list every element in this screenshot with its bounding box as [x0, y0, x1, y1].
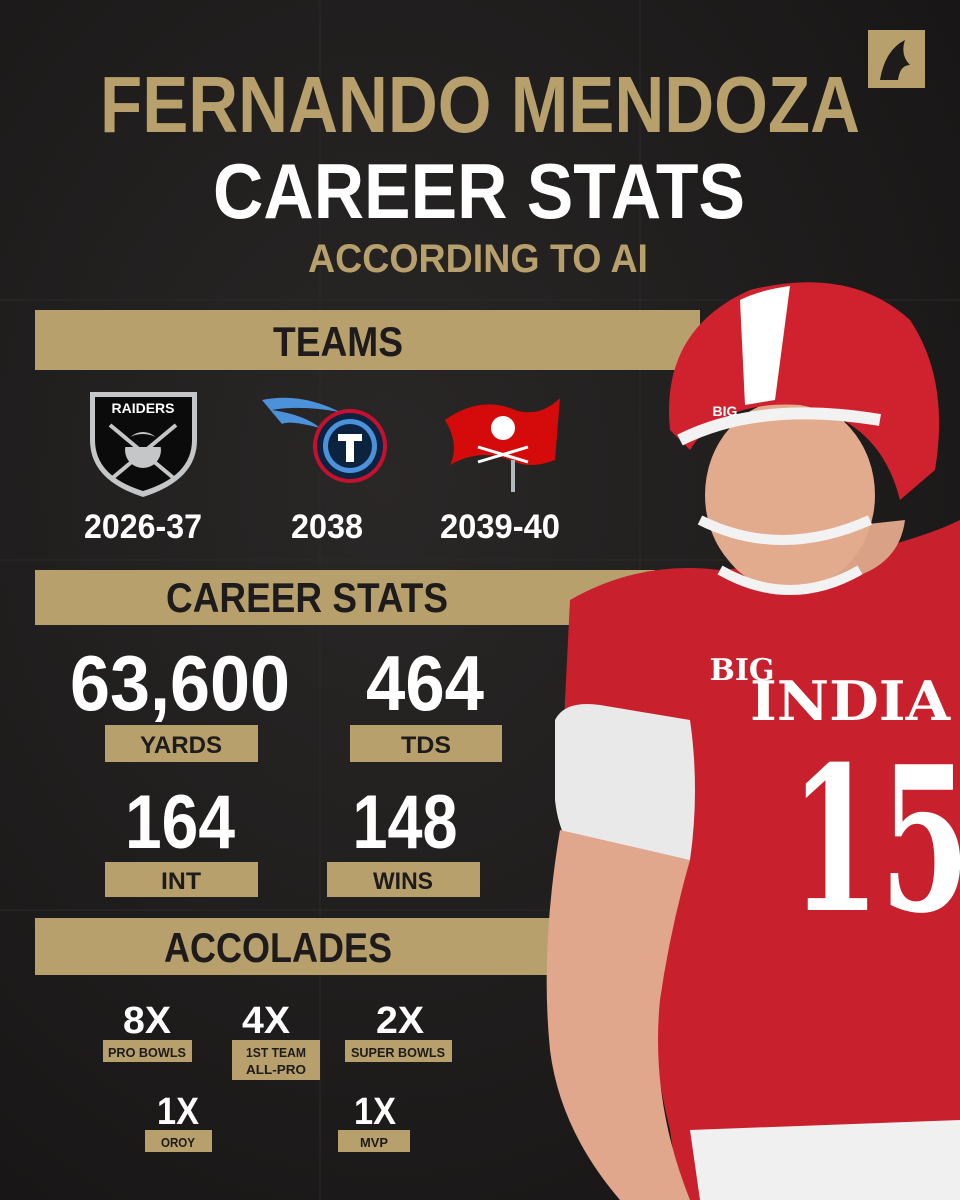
stat-label-box — [327, 862, 480, 897]
accolade-label-box — [103, 1040, 192, 1062]
accolade-label: ALL-PRO — [246, 1062, 306, 1077]
brand-logo-mark — [880, 40, 910, 80]
section-band — [35, 570, 655, 625]
accolade-label: PRO BOWLS — [108, 1045, 186, 1060]
title: CAREER STATS — [213, 147, 745, 235]
accolade-value: 8X — [123, 1000, 172, 1042]
stat-label: INT — [161, 868, 201, 895]
stat-label-box — [105, 862, 258, 897]
team-years: 2026-37 — [84, 508, 202, 546]
section-heading: ACCOLADES — [164, 924, 392, 971]
accolade-value: 1X — [354, 1091, 397, 1133]
accolade-label-box — [345, 1040, 452, 1062]
team-years: 2038 — [291, 508, 363, 546]
accolade-label: SUPER BOWLS — [351, 1045, 445, 1060]
jersey-text: INDIA — [750, 669, 951, 733]
section-band — [35, 918, 635, 975]
stat-label: WINS — [373, 868, 433, 895]
accolade-value: 2X — [376, 1000, 425, 1042]
stat-value: 148 — [353, 780, 458, 865]
section-heading: CAREER STATS — [166, 574, 448, 621]
logo-text: RAIDERS — [111, 400, 174, 416]
accolade-label-box — [232, 1040, 320, 1080]
accolade-label-box — [338, 1130, 410, 1152]
section-heading: TEAMS — [273, 318, 403, 365]
stat-label-box — [105, 725, 258, 762]
team-years: 2039-40 — [440, 508, 560, 546]
jersey-number: 15 — [790, 723, 960, 958]
buccaneers-logo — [445, 398, 560, 492]
accolade-label-box — [145, 1130, 212, 1152]
accolade-value: 1X — [157, 1091, 200, 1133]
titans-logo — [262, 397, 387, 483]
chest-logo: BIG — [709, 653, 774, 688]
accolade-label: OROY — [161, 1135, 195, 1150]
subtitle: ACCORDING TO AI — [308, 237, 648, 281]
stat-label: TDS — [401, 732, 451, 759]
accolade-label: 1ST TEAM — [246, 1045, 306, 1060]
stat-label: YARDS — [140, 732, 222, 759]
player-photo: INDIA BIG 15 BIG — [546, 282, 960, 1200]
accolade-value: 4X — [242, 1000, 291, 1042]
stat-value: 464 — [366, 639, 484, 727]
stat-value: 63,600 — [70, 639, 290, 727]
raiders-logo: RAIDERS — [90, 392, 197, 497]
stat-value: 164 — [125, 780, 235, 865]
player-name: FERNANDO MENDOZA — [100, 60, 860, 149]
helmet-logo: BIG — [713, 403, 738, 419]
accolade-label: MVP — [360, 1135, 388, 1150]
section-band — [35, 310, 700, 370]
stat-label-box — [350, 725, 502, 762]
